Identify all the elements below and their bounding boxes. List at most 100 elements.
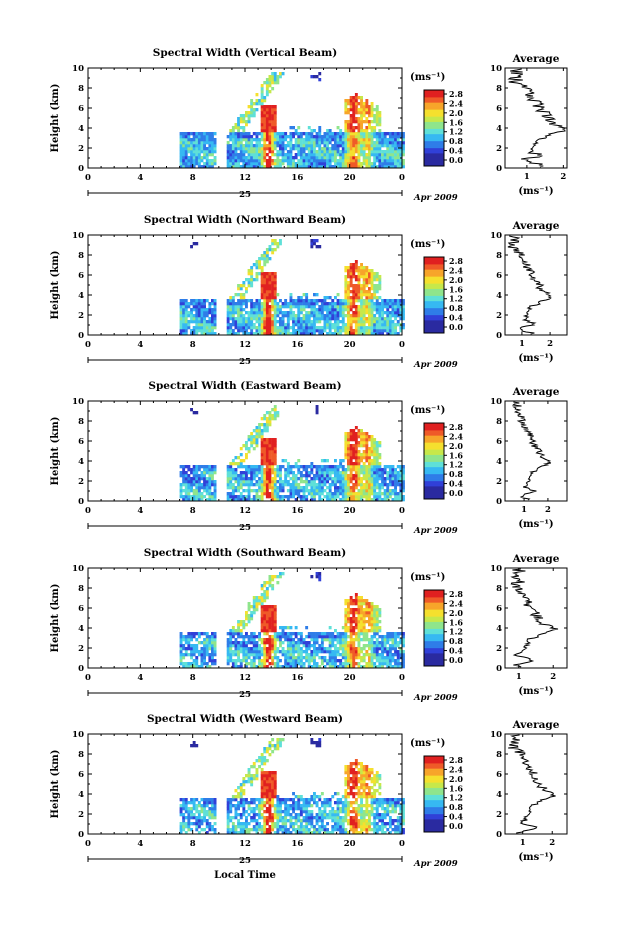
heatmap-cell: [260, 287, 264, 291]
heatmap-cell: [184, 159, 188, 163]
heatmap-cell: [250, 111, 254, 115]
heatmap-cell: [365, 293, 369, 297]
heatmap-cell: [299, 150, 303, 154]
heatmap-cell: [299, 144, 303, 148]
heatmap-cell: [255, 605, 259, 609]
colorbar-swatch: [424, 128, 444, 131]
heatmap-cell: [310, 492, 314, 496]
heatmap-cell: [386, 132, 390, 136]
heatmap-cell: [307, 647, 311, 651]
heatmap-cell: [381, 305, 384, 309]
heatmap-cell: [271, 323, 275, 327]
heatmap-cell: [349, 665, 353, 669]
heatmap-cell: [305, 305, 309, 309]
heatmap-cell: [279, 150, 282, 154]
heatmap-cell: [349, 96, 353, 100]
heatmap-cell: [234, 135, 238, 139]
heatmap-cell: [255, 317, 259, 321]
heatmap-cell: [368, 314, 371, 318]
heatmap-cell: [320, 332, 324, 336]
heatmap-cell: [368, 159, 371, 163]
heatmap-cell: [381, 308, 384, 312]
heatmap-cell: [373, 329, 377, 333]
heatmap-cell: [365, 602, 369, 606]
heatmap-cell: [307, 471, 311, 475]
heatmap-cell: [357, 135, 361, 139]
heatmap-cell: [328, 147, 332, 151]
heatmap-cell: [234, 644, 238, 648]
heatmap-cell: [268, 438, 272, 442]
heatmap-cell: [211, 480, 214, 484]
heatmap-cell: [237, 641, 240, 645]
heatmap-cell: [237, 659, 240, 663]
heatmap-cell: [386, 486, 390, 490]
heatmap-cell: [378, 129, 382, 133]
heatmap-cell: [273, 626, 277, 630]
heatmap-cell: [268, 272, 272, 276]
heatmap-cell: [258, 489, 261, 493]
heatmap-cell: [179, 486, 183, 490]
heatmap-cell: [297, 162, 301, 166]
heatmap-cell: [365, 126, 369, 130]
heatmap-cell: [360, 117, 363, 121]
heatmap-cell: [368, 492, 371, 496]
heatmap-cell: [231, 635, 235, 639]
heatmap-cell: [229, 462, 233, 466]
heatmap-cell: [331, 299, 335, 303]
colorbar-swatch: [424, 102, 444, 105]
heatmap-cell: [265, 305, 269, 309]
heatmap-cell: [265, 444, 269, 448]
heatmap-cell: [375, 456, 379, 460]
heatmap-cell: [323, 477, 327, 481]
heatmap-cell: [187, 135, 191, 139]
heatmap-cell: [226, 311, 230, 315]
heatmap-cell: [182, 156, 186, 160]
heatmap-cell: [344, 126, 348, 130]
average-frame: [504, 234, 568, 336]
heatmap-cell: [383, 153, 387, 157]
heatmap-cell: [271, 438, 275, 442]
heatmap-cell: [394, 138, 397, 142]
heatmap-cell: [365, 162, 369, 166]
heatmap-cell: [347, 111, 350, 115]
heatmap-cell: [200, 641, 204, 645]
heatmap-cell: [388, 314, 392, 318]
heatmap-cell: [336, 632, 340, 636]
heatmap-cell: [234, 323, 238, 327]
heatmap-cell: [307, 135, 311, 139]
heatmap-cell: [318, 575, 322, 579]
heatmap-cell: [360, 123, 363, 127]
heatmap-cell: [192, 650, 196, 654]
heatmap-cell: [399, 165, 403, 169]
heatmap-cell: [250, 605, 254, 609]
heatmap-cell: [279, 308, 282, 312]
heatmap-cell: [375, 644, 379, 648]
heatmap-cell: [373, 468, 377, 472]
heatmap-cell: [234, 311, 238, 315]
heatmap-cell: [289, 326, 293, 330]
heatmap-cell: [182, 323, 186, 327]
heatmap-cell: [273, 444, 277, 448]
heatmap-cell: [247, 278, 251, 282]
heatmap-cell: [370, 162, 374, 166]
heatmap-cell: [273, 644, 277, 648]
heatmap-cell: [203, 302, 206, 306]
colorbar-swatch: [424, 473, 444, 476]
heatmap-cell: [268, 129, 272, 133]
heatmap-cell: [396, 299, 400, 303]
heatmap-cell: [354, 480, 358, 484]
heatmap-cell: [368, 296, 371, 300]
heatmap-cell: [184, 483, 188, 487]
heatmap-cell: [347, 329, 350, 333]
heatmap-cell: [260, 650, 264, 654]
heatmap-cell: [273, 608, 277, 612]
heatmap-cell: [208, 302, 212, 306]
heatmap-cell: [263, 299, 267, 303]
y-tick-label: 4: [78, 124, 84, 134]
heatmap-cell: [320, 162, 324, 166]
heatmap-cell: [245, 644, 248, 648]
heatmap-cell: [307, 159, 311, 163]
heatmap-cell: [357, 314, 361, 318]
heatmap-cell: [360, 302, 363, 306]
heatmap-cell: [205, 159, 209, 163]
